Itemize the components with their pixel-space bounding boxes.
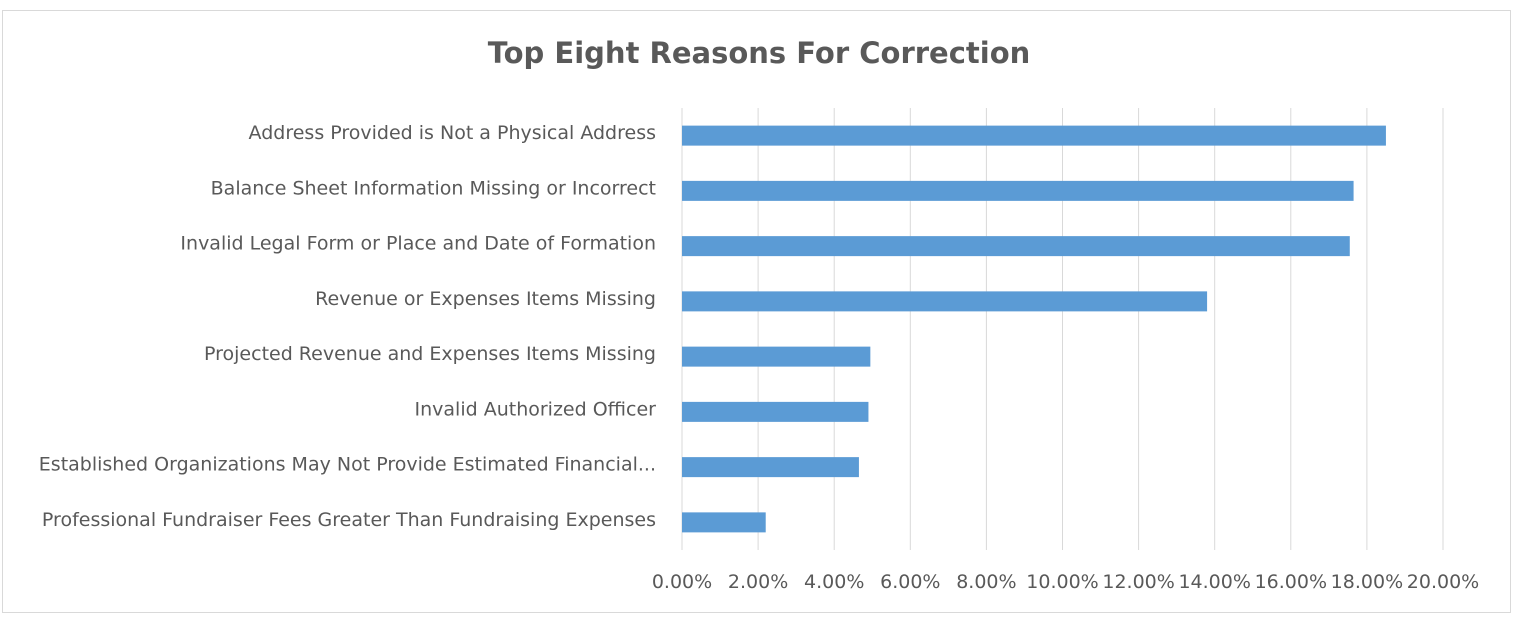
category-label: Balance Sheet Information Missing or Inc… <box>211 177 656 199</box>
x-tick-label: 4.00% <box>804 571 864 593</box>
category-label: Professional Fundraiser Fees Greater Tha… <box>42 509 656 531</box>
x-tick-label: 2.00% <box>728 571 788 593</box>
bar <box>682 236 1350 257</box>
bar <box>682 125 1386 146</box>
category-label: Address Provided is Not a Physical Addre… <box>249 122 656 144</box>
bar <box>682 512 766 533</box>
x-tick-label: 6.00% <box>880 571 940 593</box>
bar <box>682 401 869 422</box>
x-tick-label: 18.00% <box>1331 571 1403 593</box>
x-tick-label: 0.00% <box>652 571 712 593</box>
gridlines <box>681 108 1444 550</box>
x-tick-labels: 0.00% 2.00% 4.00% 6.00% 8.00% 10.00% 12.00% 14.… <box>652 571 1479 593</box>
x-tick-label: 10.00% <box>1026 571 1098 593</box>
category-label: Invalid Legal Form or Place and Date of … <box>180 233 656 255</box>
bar <box>682 457 859 478</box>
category-label: Revenue or Expenses Items Missing <box>315 288 656 310</box>
category-label: Invalid Authorized Officer <box>415 398 657 420</box>
x-tick-label: 8.00% <box>956 571 1016 593</box>
bar <box>682 346 871 367</box>
x-tick-label: 14.00% <box>1178 571 1250 593</box>
x-tick-label: 12.00% <box>1102 571 1174 593</box>
bars <box>682 125 1386 533</box>
x-tick-label: 16.00% <box>1255 571 1327 593</box>
x-tick-label: 20.00% <box>1407 571 1479 593</box>
bar <box>682 291 1208 312</box>
chart-title: Top Eight Reasons For Correction <box>487 36 1031 70</box>
category-label: Established Organizations May Not Provid… <box>39 454 656 476</box>
category-label: Projected Revenue and Expenses Items Mis… <box>204 343 656 365</box>
bar <box>682 180 1354 201</box>
category-labels: Address Provided is Not a Physical Addre… <box>39 122 656 531</box>
